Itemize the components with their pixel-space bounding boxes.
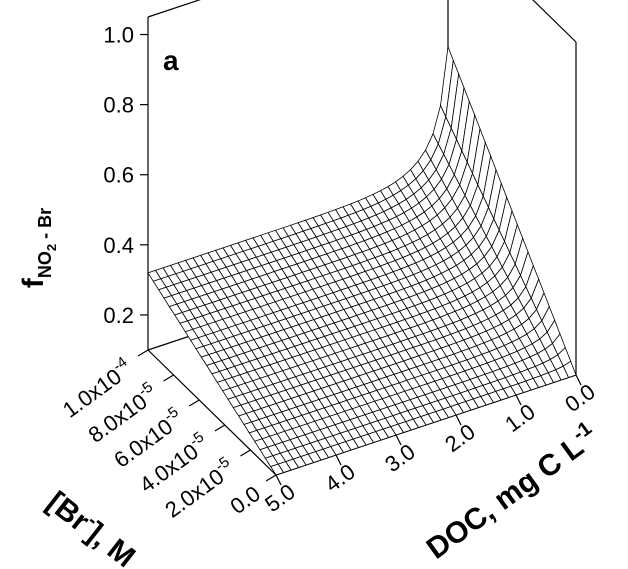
y-tick-mark <box>188 399 200 407</box>
y-tick-mark <box>137 349 149 357</box>
y-axis-title: [Br-], M <box>41 483 143 569</box>
x-tick-label: 3.0 <box>380 439 419 477</box>
x-tick-label: 5.0 <box>260 479 299 517</box>
z-tick-label: 1.0 <box>103 23 134 48</box>
x-tick-mark <box>455 414 462 426</box>
x-tick-label: 1.0 <box>500 399 539 437</box>
svg-text:5.0: 5.0 <box>260 479 299 517</box>
frame-edge <box>532 0 577 43</box>
svg-text:0.0: 0.0 <box>225 481 264 519</box>
x-tick-label: 4.0 <box>320 459 359 497</box>
x-tick-mark <box>275 474 282 486</box>
z-tick-label: 0.2 <box>103 303 134 328</box>
svg-text:4.0: 4.0 <box>320 459 359 497</box>
y-tick-mark <box>265 474 277 482</box>
x-tick-label: 2.0 <box>440 419 479 457</box>
surface-cell <box>270 463 285 476</box>
y-tick-mark <box>163 374 174 382</box>
z-tick-label: 0.8 <box>103 93 134 118</box>
x-tick-label: 0.0 <box>560 379 599 417</box>
surface-mesh <box>147 46 577 476</box>
y-tick-label: 0.0 <box>225 481 264 519</box>
y-tick-mark <box>240 449 251 457</box>
y-tick-mark <box>214 424 226 432</box>
z-tick-label: 0.6 <box>103 163 134 188</box>
x-tick-mark <box>515 394 522 406</box>
svg-text:1.0: 1.0 <box>500 399 539 437</box>
svg-text:fNO2 - Br: fNO2 - Br <box>17 208 59 288</box>
svg-text:3.0: 3.0 <box>380 439 419 477</box>
frame-edge <box>147 349 277 476</box>
x-tick-mark <box>335 454 342 466</box>
z-axis-title: fNO2 - Br <box>17 208 59 288</box>
frame-edge <box>147 0 201 18</box>
svg-text:[Br-], M: [Br-], M <box>41 483 143 569</box>
svg-text:0.0: 0.0 <box>560 379 599 417</box>
x-tick-mark <box>395 434 402 446</box>
svg-text:2.0: 2.0 <box>440 419 479 457</box>
x-tick-mark <box>575 374 582 386</box>
panel-label: a <box>163 45 179 76</box>
z-tick-label: 0.4 <box>103 233 134 258</box>
